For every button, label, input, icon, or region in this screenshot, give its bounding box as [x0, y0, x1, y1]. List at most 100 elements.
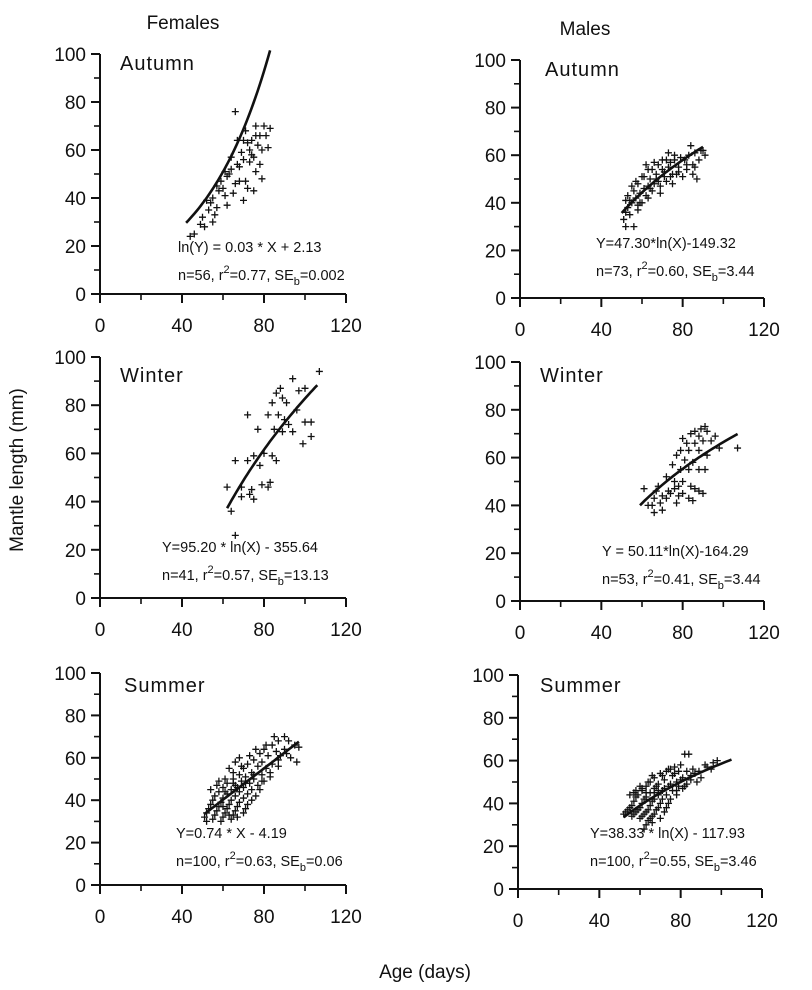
y-tick-label: 100 [54, 348, 86, 369]
fit-curve [203, 740, 300, 815]
data-points [201, 733, 303, 825]
data-point [636, 814, 644, 822]
stats-segment: n=53, r [602, 572, 648, 588]
x-tick-label: 80 [253, 907, 274, 928]
data-point [683, 439, 691, 447]
data-point [244, 184, 252, 192]
data-point [697, 425, 705, 433]
data-point [237, 493, 245, 501]
data-point [699, 437, 707, 445]
data-point [656, 799, 664, 807]
data-point [254, 762, 262, 770]
data-point [221, 192, 229, 200]
data-point [248, 486, 256, 494]
data-point [652, 806, 660, 814]
y-axis-label: Mantle length (mm) [7, 388, 28, 552]
data-point [679, 173, 687, 181]
stats-segment: b [712, 272, 718, 284]
data-point [276, 384, 284, 392]
x-tick-label: 0 [95, 907, 106, 928]
data-point [626, 791, 634, 799]
females-autumn-panel: 0 20 40 60 80 100 0 40 80 120 Autumn ln(Y) = 0.03 *… [54, 45, 362, 337]
data-point [658, 165, 666, 173]
data-point [248, 786, 256, 794]
data-point [244, 760, 252, 768]
data-point [254, 425, 262, 433]
data-point [654, 161, 662, 169]
data-point [679, 434, 687, 442]
data-point [211, 811, 219, 819]
x-tick-label: 40 [171, 907, 192, 928]
data-point [646, 175, 654, 183]
y-tick-label: 80 [65, 706, 86, 727]
data-point [681, 456, 689, 464]
stats-segment: n=73, r [596, 264, 642, 280]
data-point [644, 194, 652, 202]
data-point [689, 497, 697, 505]
females-winter-panel: 0 20 40 60 80 100 0 40 80 120 Winter Y=95.20 * ln(X… [54, 348, 362, 641]
data-point [299, 440, 307, 448]
data-point [675, 767, 683, 775]
data-point [646, 802, 654, 810]
data-point [695, 466, 703, 474]
data-point [293, 758, 301, 766]
data-point [258, 771, 266, 779]
data-point [642, 161, 650, 169]
y-tick-label: 100 [472, 666, 504, 687]
data-point [215, 777, 223, 785]
data-point [685, 494, 693, 502]
data-point [624, 192, 632, 200]
data-point [231, 792, 239, 800]
data-point [671, 478, 679, 485]
data-point [211, 211, 219, 219]
data-point [630, 223, 638, 231]
x-tick-label: 40 [171, 316, 192, 337]
data-point [250, 495, 258, 503]
data-point [246, 490, 254, 498]
data-point [679, 478, 687, 485]
data-point [278, 428, 286, 436]
stats-segment: n=56, r [178, 268, 224, 284]
data-point [237, 148, 245, 156]
data-point [274, 762, 282, 770]
y-tick-label: 60 [65, 444, 86, 465]
data-point [685, 750, 693, 758]
data-point [227, 507, 235, 515]
data-point [242, 177, 250, 185]
x-tick-label: 120 [746, 911, 778, 932]
data-point [258, 758, 266, 766]
data-point [262, 132, 270, 140]
stats-segment: 2 [224, 264, 230, 276]
data-point [662, 473, 670, 481]
x-tick-label: 0 [513, 911, 524, 932]
fit-curve [639, 432, 739, 507]
data-point [250, 452, 258, 460]
y-tick-label: 20 [65, 834, 86, 855]
data-point [272, 457, 280, 465]
stats-segment: b [300, 862, 306, 874]
data-point [227, 796, 235, 804]
x-tick-label: 80 [253, 316, 274, 337]
data-point [669, 170, 676, 178]
females-summer-panel: 0 20 40 60 80 100 0 40 80 120 Summer Y=0.74 * X - 4… [54, 664, 362, 928]
data-point [677, 446, 685, 454]
data-point [213, 781, 221, 789]
data-points [223, 367, 323, 539]
regression-equation: Y=47.30*ln(X)-149.32 [596, 236, 736, 252]
data-point [281, 733, 288, 741]
x-tick-label: 40 [591, 623, 612, 644]
data-point [685, 466, 693, 474]
data-point [620, 215, 628, 223]
data-point [675, 482, 683, 490]
data-point [691, 439, 699, 447]
data-point [622, 223, 630, 231]
data-point [669, 461, 676, 469]
y-tick-label: 40 [483, 794, 504, 815]
data-point [650, 494, 658, 502]
data-point [223, 805, 231, 813]
data-point [221, 775, 229, 783]
stats-segment: =0.55, SE [650, 854, 714, 870]
data-point [246, 146, 254, 154]
data-point [673, 787, 681, 795]
males-summer-panel: 0 20 40 60 80 100 0 40 80 120 Summer Y=38.33 * ln(X… [472, 666, 778, 932]
